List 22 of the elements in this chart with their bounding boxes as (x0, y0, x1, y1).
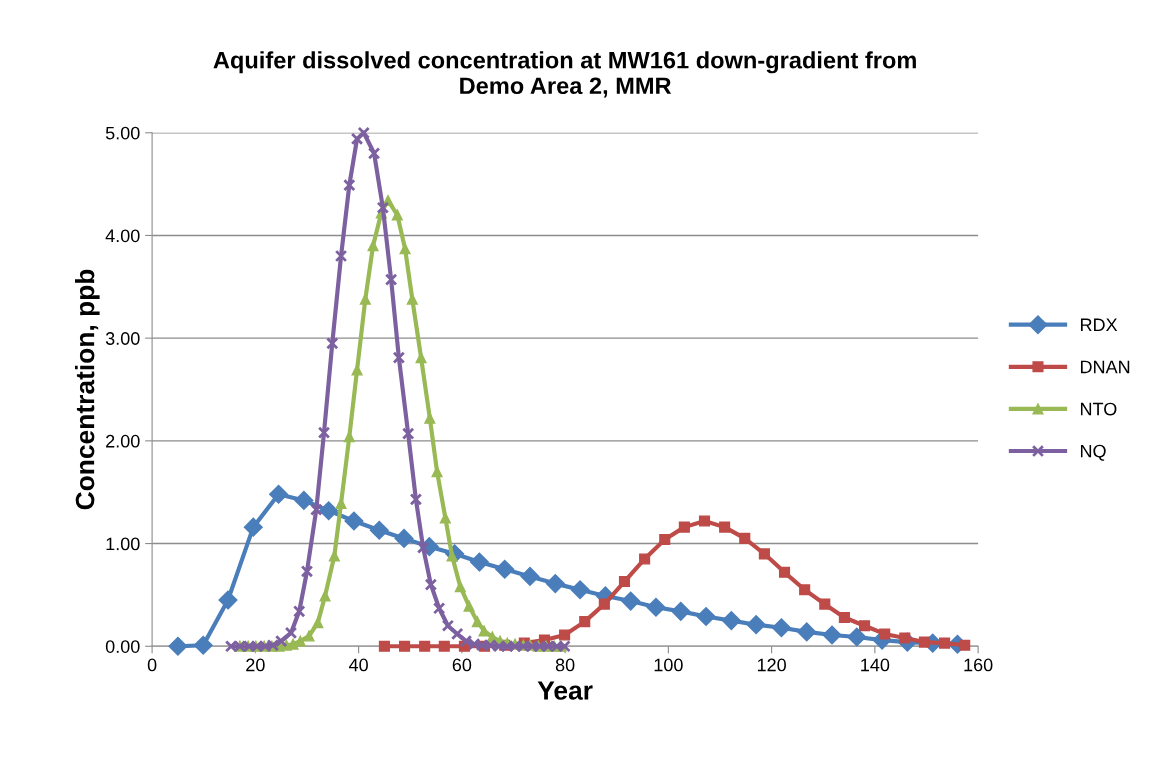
x-tick-label: 160 (964, 658, 993, 672)
y-tick-label: 4.00 (105, 229, 140, 243)
x-tick-label: 80 (555, 658, 575, 672)
x-tick-label: 40 (348, 658, 368, 672)
x-tick-label: 140 (861, 658, 890, 672)
y-tick-label: 5.00 (105, 126, 140, 140)
legend-label: DNAN (1080, 360, 1130, 374)
x-tick-label: 120 (757, 658, 786, 672)
legend-label: RDX (1080, 318, 1118, 332)
y-tick-label: 2.00 (106, 434, 140, 448)
y-tick-label: 0.00 (105, 640, 140, 653)
chart-title: Aquifer dissolved concentration at MW161 down-gradient from Demo Area 2, MMR (213, 51, 916, 98)
x-tick-label: 100 (654, 658, 683, 672)
legend-label: NTO (1080, 402, 1117, 416)
x-tick-label: 20 (246, 658, 265, 672)
legend-label: NQ (1080, 444, 1106, 461)
y-axis-title: Concentration, ppb (75, 269, 100, 510)
y-tick-label: 3.00 (105, 332, 140, 345)
y-tick-label: 1.00 (106, 537, 140, 551)
x-axis-title: Year (537, 681, 593, 700)
x-tick-label: 60 (452, 658, 472, 672)
x-tick-label: 0 (147, 658, 157, 672)
